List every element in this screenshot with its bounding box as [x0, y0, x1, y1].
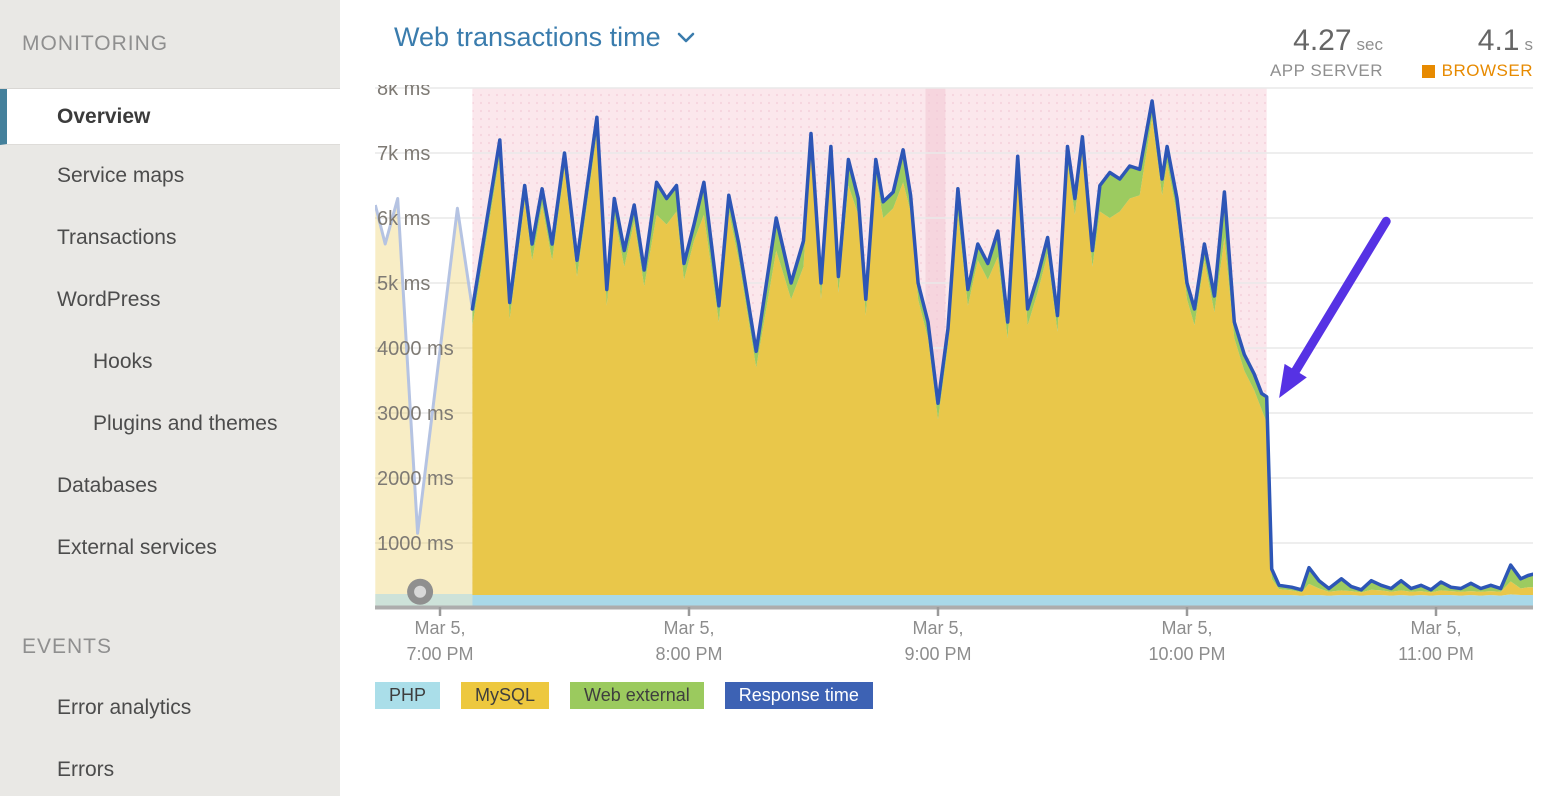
sidebar-item-databases[interactable]: Databases: [57, 474, 158, 497]
chart-legend: PHP MySQL Web external Response time: [375, 682, 873, 709]
legend-pill-mysql[interactable]: MySQL: [461, 682, 550, 709]
faded-preview-line: [375, 197, 474, 535]
annotation-arrow: [1288, 216, 1391, 381]
browser-metric: 4.1 s BROWSER: [1421, 24, 1534, 81]
y-axis-label: 7k ms: [377, 143, 430, 165]
browser-swatch-icon: [1421, 64, 1435, 78]
sidebar-item-hooks[interactable]: Hooks: [93, 350, 153, 373]
sidebar-section-events: EVENTS: [22, 635, 113, 658]
x-axis-labels: Mar 5, 7:00 PM Mar 5, 8:00 PM Mar 5, 9:00 PM M…: [0, 615, 1557, 671]
sidebar-item-external-services[interactable]: External services: [57, 536, 217, 559]
sidebar-section-monitoring: MONITORING: [0, 0, 340, 89]
y-axis-label: 3000 ms: [377, 403, 454, 425]
sidebar-nav: MONITORING Overview Service maps Transactio…: [0, 0, 340, 796]
app-server-value: 4.27: [1293, 24, 1352, 57]
sidebar-item-service-maps[interactable]: Service maps: [57, 164, 185, 187]
php-area: [472, 594, 1533, 607]
page-title: Web transactions time: [394, 22, 661, 52]
y-axis-label: 8k ms: [377, 85, 430, 100]
browser-value: 4.1: [1477, 24, 1520, 57]
browser-label: BROWSER: [1441, 61, 1533, 80]
y-axis-label: 5k ms: [377, 273, 430, 295]
y-axis-label: 1000 ms: [377, 533, 454, 555]
browser-unit: s: [1524, 35, 1534, 54]
chevron-down-icon: [677, 32, 694, 42]
sidebar-item-error-analytics[interactable]: Error analytics: [57, 696, 192, 719]
legend-pill-web-external[interactable]: Web external: [570, 682, 704, 709]
sidebar-item-plugins-and-themes[interactable]: Plugins and themes: [93, 412, 278, 435]
app-server-unit: sec: [1356, 35, 1383, 54]
y-axis-label: 4000 ms: [377, 338, 454, 360]
legend-pill-php[interactable]: PHP: [375, 682, 441, 709]
x-axis-tick-label: Mar 5, 9:00 PM: [904, 618, 972, 664]
response-time-line: [470, 99, 1533, 592]
chart-title-dropdown[interactable]: Web transactions time: [394, 22, 695, 53]
app-server-label: APP SERVER: [1269, 61, 1383, 80]
y-axis-label: 2000 ms: [377, 468, 454, 490]
legend-pill-response-time[interactable]: Response time: [724, 682, 873, 709]
app-server-metric: 4.27 sec APP SERVER: [1270, 24, 1383, 81]
y-axis-label: 6k ms: [377, 208, 430, 230]
x-axis-tick-label: Mar 5, 7:00 PM: [406, 618, 474, 664]
sidebar-item-transactions[interactable]: Transactions: [57, 226, 177, 249]
x-axis-tick-label: Mar 5, 10:00 PM: [1148, 618, 1226, 664]
chart-plot[interactable]: 8k ms 7k ms 6k ms 5k ms 4000 ms 3000 ms 2000 m…: [375, 85, 1533, 620]
x-axis-tick-label: Mar 5, 8:00 PM: [655, 618, 723, 664]
sidebar-item-errors[interactable]: Errors: [57, 758, 115, 781]
sidebar-item-overview[interactable]: Overview: [0, 89, 340, 145]
x-axis-tick-label: Mar 5, 11:00 PM: [1398, 618, 1474, 664]
faded-preview-area: [375, 198, 473, 607]
sidebar-item-wordpress[interactable]: WordPress: [57, 288, 161, 311]
